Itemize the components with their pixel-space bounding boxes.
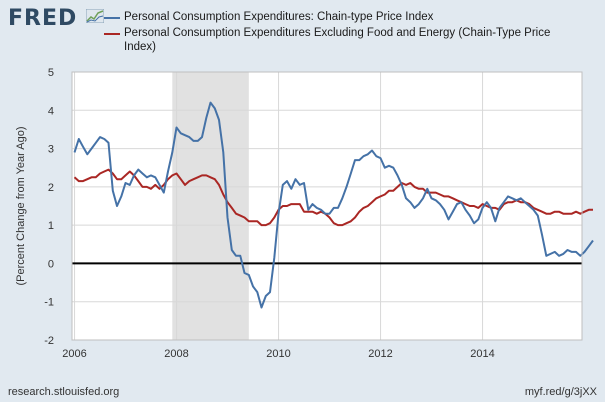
plot-area	[72, 72, 582, 340]
fred-logo-chart-icon	[86, 9, 104, 23]
plot-border	[71, 71, 583, 341]
y-tick-label-4: 4	[48, 105, 54, 117]
short-url-link[interactable]: myf.red/g/3jXX	[524, 386, 597, 398]
y-axis-label: (Percent Change from Year Ago)	[15, 127, 27, 286]
x-tick-label-2010: 2010	[266, 348, 290, 360]
legend-label-series-2: Personal Consumption Expenditures Exclud…	[124, 27, 551, 53]
source-link[interactable]: research.stlouisfed.org	[8, 386, 120, 398]
recession-shade-0	[172, 72, 249, 340]
fred-logo: FRED	[8, 6, 78, 31]
legend-swatch-series-2	[104, 33, 120, 35]
legend-label-series-1: Personal Consumption Expenditures: Chain…	[124, 11, 434, 23]
y-tick-label-2: 2	[48, 182, 54, 194]
y-tick-label--2: -2	[44, 335, 54, 347]
y-tick-label-3: 3	[48, 144, 54, 156]
y-tick-label-0: 0	[48, 258, 54, 270]
x-tick-label-2012: 2012	[368, 348, 392, 360]
y-tick-label-5: 5	[48, 67, 54, 79]
legend-swatch-series-1	[104, 17, 120, 19]
series-line-1	[73, 101, 594, 309]
x-tick-label-2006: 2006	[62, 348, 86, 360]
y-tick-label--1: -1	[44, 297, 54, 309]
y-tick-label-1: 1	[48, 220, 54, 232]
x-tick-label-2008: 2008	[164, 348, 188, 360]
x-tick-label-2014: 2014	[470, 348, 494, 360]
